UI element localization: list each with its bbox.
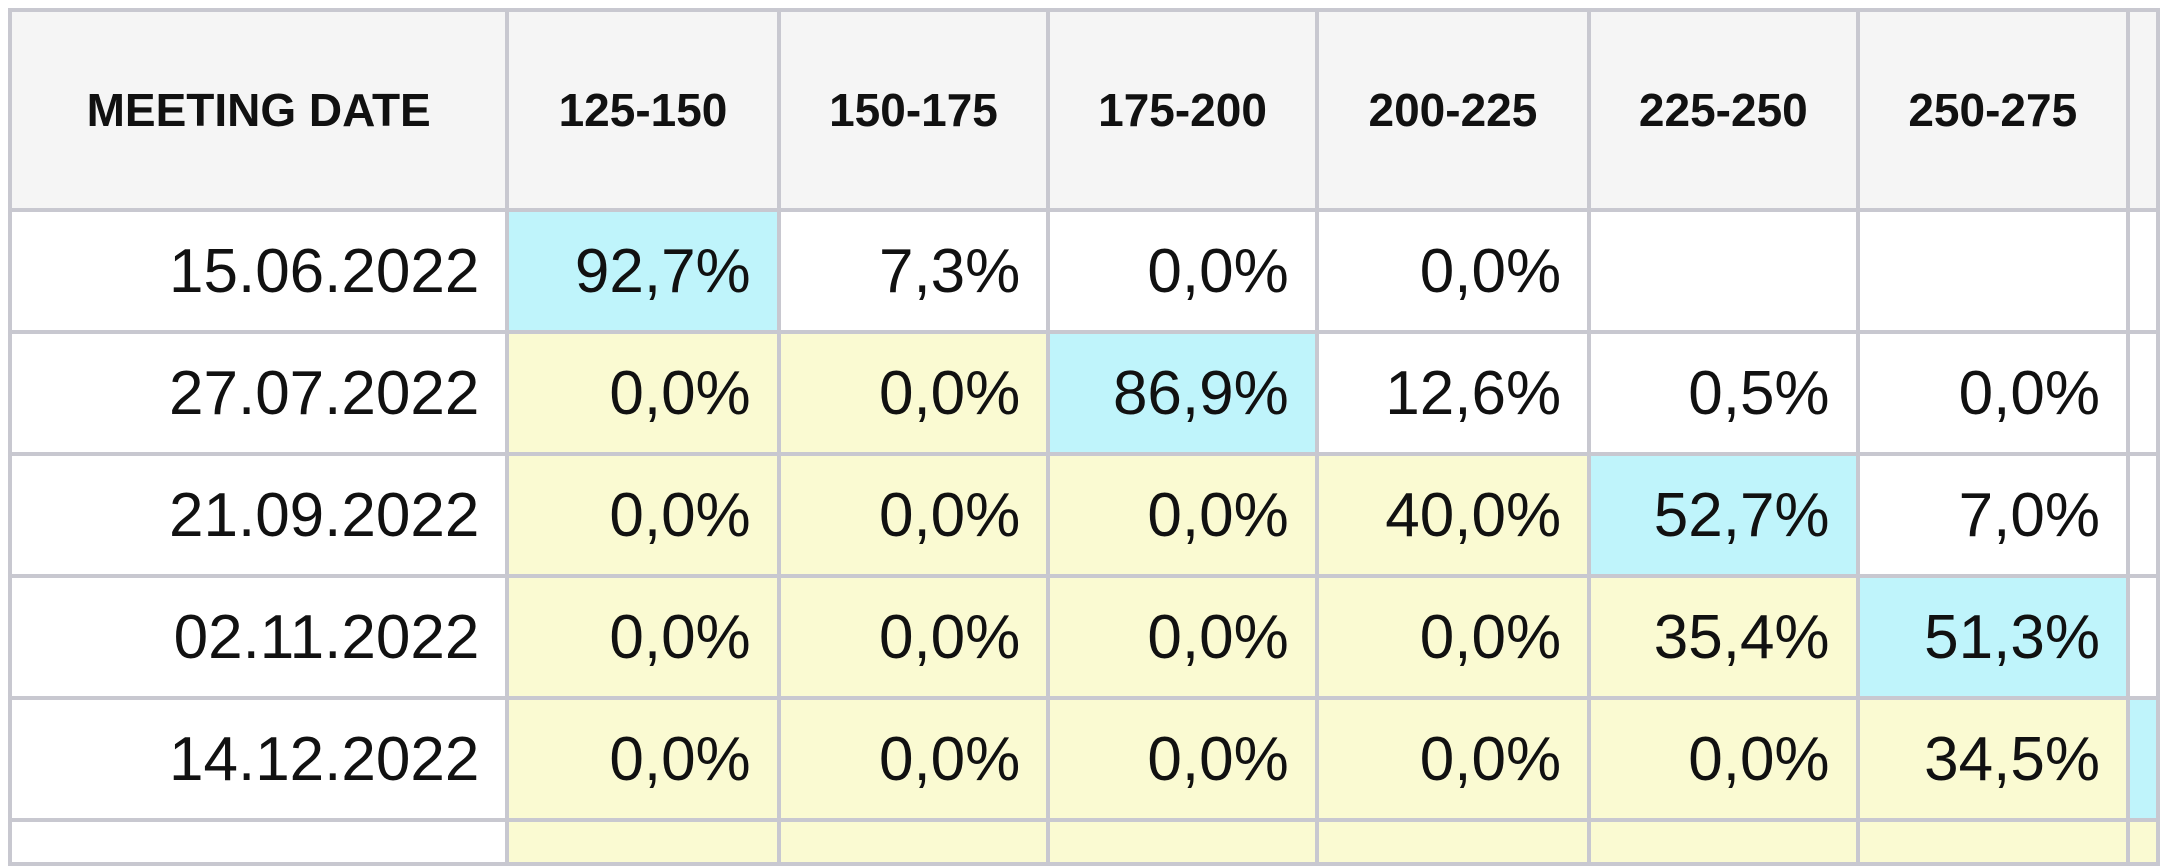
probability-cell: 0,0% (1855, 330, 2130, 456)
probability-cell (1855, 208, 2130, 334)
probability-cell: 34,5% (1855, 696, 2130, 822)
header-meeting-date: MEETING DATE (7, 8, 510, 212)
probability-cell: 35,4% (1587, 574, 1860, 700)
probability-cell: 0,0% (1046, 208, 1319, 334)
partial-cell (776, 818, 1051, 866)
probability-cell: 0,0% (1314, 574, 1592, 700)
probability-cell: 92,7% (505, 208, 781, 334)
meeting-date-cell: 21.09.2022 (7, 452, 510, 578)
probability-cell: 51,3% (1855, 574, 2130, 700)
table-row: 27.07.2022 0,0% 0,0% 86,9% 12,6% 0,5% 0,0% (7, 330, 2160, 456)
fed-rate-probability-table: MEETING DATE 125-150 150-175 175-200 200-225… (7, 8, 2160, 866)
probability-cell (2125, 452, 2160, 578)
header-row: MEETING DATE 125-150 150-175 175-200 200-225… (7, 8, 2160, 212)
header-rate-range: 125-150 (505, 8, 781, 212)
probability-cell (1587, 208, 1860, 334)
table-row: 21.09.2022 0,0% 0,0% 0,0% 40,0% 52,7% 7,0% (7, 452, 2160, 578)
probability-cell (2125, 696, 2160, 822)
probability-cell: 0,0% (776, 330, 1051, 456)
partial-cell (1314, 818, 1592, 866)
probability-cell: 40,0% (1314, 452, 1592, 578)
header-rate-range: 250-275 (1855, 8, 2130, 212)
partial-cell (7, 818, 510, 866)
probability-cell: 0,0% (1046, 574, 1319, 700)
probability-cell: 0,0% (776, 452, 1051, 578)
meeting-date-cell: 14.12.2022 (7, 696, 510, 822)
probability-cell: 7,0% (1855, 452, 2130, 578)
header-rate-range (2125, 8, 2160, 212)
table-row: 15.06.2022 92,7% 7,3% 0,0% 0,0% (7, 208, 2160, 334)
probability-cell: 7,3% (776, 208, 1051, 334)
probability-cell (2125, 330, 2160, 456)
meeting-date-cell: 27.07.2022 (7, 330, 510, 456)
table-row-partial (7, 818, 2160, 866)
probability-cell: 0,5% (1587, 330, 1860, 456)
partial-cell (2125, 818, 2160, 866)
header-rate-range: 175-200 (1046, 8, 1319, 212)
partial-cell (1046, 818, 1319, 866)
probability-cell: 0,0% (1314, 208, 1592, 334)
probability-cell: 0,0% (776, 574, 1051, 700)
probability-cell: 0,0% (1314, 696, 1592, 822)
probability-cell: 0,0% (1046, 696, 1319, 822)
partial-cell (1587, 818, 1860, 866)
probability-cell: 0,0% (505, 330, 781, 456)
header-rate-range: 150-175 (776, 8, 1051, 212)
probability-cell: 52,7% (1587, 452, 1860, 578)
partial-cell (505, 818, 781, 866)
table-row: 02.11.2022 0,0% 0,0% 0,0% 0,0% 35,4% 51,3% (7, 574, 2160, 700)
table-row: 14.12.2022 0,0% 0,0% 0,0% 0,0% 0,0% 34,5% (7, 696, 2160, 822)
partial-cell (1855, 818, 2130, 866)
probability-cell: 0,0% (1587, 696, 1860, 822)
probability-cell: 0,0% (776, 696, 1051, 822)
probability-cell: 86,9% (1046, 330, 1319, 456)
meeting-date-cell: 02.11.2022 (7, 574, 510, 700)
header-rate-range: 200-225 (1314, 8, 1592, 212)
probability-cell (2125, 208, 2160, 334)
probability-cell: 0,0% (1046, 452, 1319, 578)
probability-cell: 12,6% (1314, 330, 1592, 456)
header-rate-range: 225-250 (1587, 8, 1860, 212)
probability-cell: 0,0% (505, 452, 781, 578)
probability-cell: 0,0% (505, 696, 781, 822)
meeting-date-cell: 15.06.2022 (7, 208, 510, 334)
probability-cell (2125, 574, 2160, 700)
probability-cell: 0,0% (505, 574, 781, 700)
